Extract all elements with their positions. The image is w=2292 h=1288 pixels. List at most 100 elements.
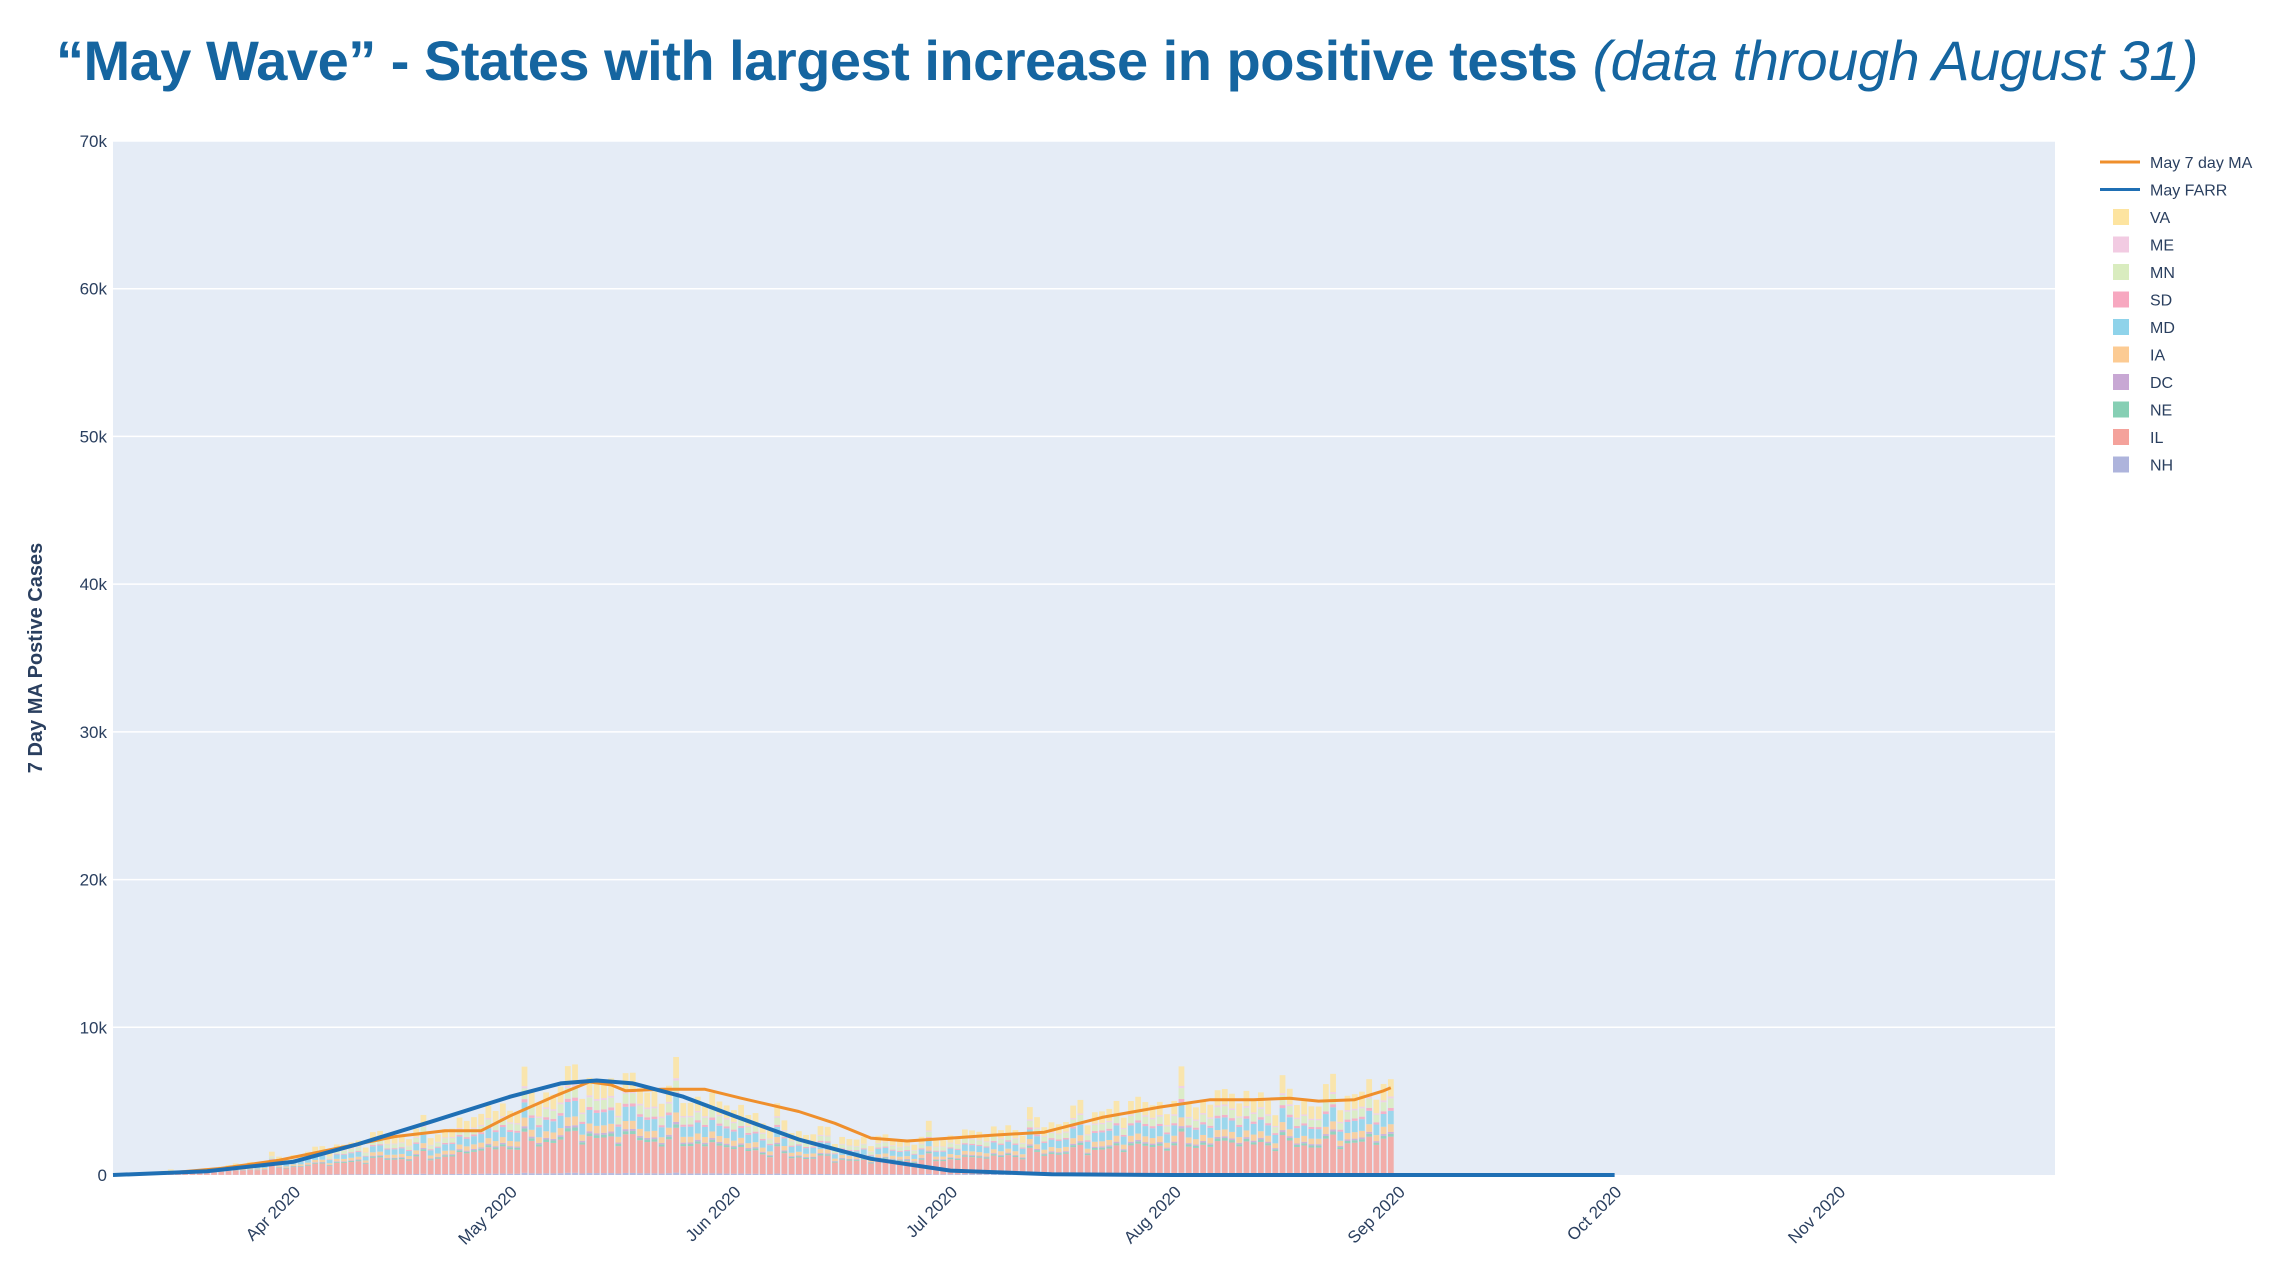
bar-dc: [723, 1143, 730, 1146]
bar-sd: [1221, 1114, 1228, 1118]
bar-va: [601, 1081, 607, 1099]
bar-va: [1344, 1095, 1351, 1111]
bar-md: [572, 1100, 578, 1117]
bar-il: [1019, 1159, 1026, 1175]
bar-il: [1106, 1148, 1113, 1174]
bar-sd: [925, 1137, 932, 1139]
bar-ia: [1359, 1130, 1365, 1138]
bar-ne: [572, 1127, 578, 1131]
bar-il: [492, 1149, 499, 1174]
legend-item[interactable]: ME: [2113, 236, 2174, 255]
bar-ia: [1164, 1142, 1170, 1148]
bar-ne: [759, 1152, 766, 1155]
bar-me: [427, 1144, 434, 1146]
bar-ne: [1380, 1135, 1387, 1139]
bar-md: [709, 1119, 716, 1132]
bar-dc: [1055, 1152, 1062, 1154]
bar-nh: [341, 1174, 347, 1175]
bar-il: [1113, 1145, 1120, 1174]
bar-ia: [478, 1142, 485, 1148]
bar-il: [449, 1156, 456, 1175]
legend[interactable]: May 7 day MA May FARR VA ME MN SD MD IA DC NE IL NH: [2100, 155, 2253, 475]
bar-sd: [377, 1144, 384, 1146]
bar-dc: [492, 1146, 499, 1148]
bar-ne: [1366, 1133, 1373, 1137]
legend-item[interactable]: MN: [2113, 264, 2175, 282]
bar-ne: [1207, 1144, 1214, 1147]
bar-nh: [564, 1172, 571, 1175]
bar-mn: [961, 1138, 968, 1144]
bar-sd: [1026, 1127, 1033, 1130]
bar-il: [889, 1160, 896, 1175]
bar-ia: [1380, 1126, 1387, 1135]
legend-item[interactable]: VA: [2113, 209, 2170, 227]
bar-va: [427, 1138, 434, 1145]
bar-ia: [1337, 1140, 1344, 1146]
bar-md: [1229, 1120, 1235, 1132]
bar-ia: [276, 1165, 282, 1167]
bar-mn: [384, 1144, 391, 1149]
bar-ia: [572, 1116, 578, 1126]
bar-mn: [839, 1144, 846, 1149]
bar-mn: [1128, 1115, 1134, 1124]
legend-item[interactable]: NE: [2113, 401, 2172, 420]
bar-dc: [499, 1142, 506, 1145]
bar-md: [1200, 1124, 1207, 1135]
bar-ne: [925, 1151, 932, 1154]
bar-mn: [615, 1117, 622, 1125]
bar-md: [904, 1151, 911, 1157]
bar-me: [1099, 1122, 1105, 1125]
bar-dc: [651, 1137, 658, 1140]
bar-ia: [521, 1117, 528, 1127]
bar-md: [536, 1127, 542, 1138]
bar-md: [1265, 1125, 1271, 1136]
bar-mn: [1344, 1111, 1351, 1120]
bar-ia: [326, 1163, 333, 1165]
bar-ia: [990, 1149, 997, 1154]
legend-item[interactable]: May FARR: [2100, 183, 2227, 200]
bar-mn: [579, 1114, 586, 1122]
bar-me: [1351, 1108, 1358, 1111]
bar-md: [1091, 1132, 1098, 1142]
legend-item[interactable]: MD: [2113, 319, 2175, 337]
bar-ne: [579, 1142, 586, 1145]
bar-il: [1200, 1144, 1207, 1174]
bar-me: [391, 1143, 398, 1145]
bar-dc: [875, 1157, 882, 1159]
bar-va: [1214, 1090, 1221, 1106]
bar-nh: [406, 1174, 412, 1175]
bar-dc: [1106, 1145, 1113, 1147]
bar-me: [1344, 1110, 1351, 1112]
bar-il: [586, 1136, 593, 1174]
bar-sd: [1294, 1126, 1300, 1129]
bar-sd: [1257, 1117, 1264, 1120]
bar-dc: [485, 1143, 492, 1146]
legend-item[interactable]: IL: [2113, 429, 2163, 447]
bar-mn: [543, 1108, 550, 1118]
bar-il: [593, 1137, 600, 1174]
bar-sd: [370, 1145, 376, 1147]
bar-md: [1308, 1129, 1315, 1139]
bar-dc: [969, 1154, 975, 1156]
bar-dc: [1120, 1149, 1127, 1151]
bar-md: [1315, 1129, 1322, 1139]
legend-swatch: [2113, 456, 2129, 473]
legend-item[interactable]: SD: [2113, 291, 2172, 310]
bar-sd: [550, 1118, 557, 1122]
bar-mn: [824, 1136, 831, 1142]
bar-sd: [817, 1140, 824, 1143]
bar-va: [586, 1077, 593, 1096]
legend-item[interactable]: May 7 day MA: [2100, 155, 2253, 172]
bar-mn: [1366, 1098, 1373, 1108]
bar-mn: [832, 1150, 838, 1154]
bar-md: [601, 1112, 607, 1126]
legend-item[interactable]: NH: [2113, 456, 2173, 475]
legend-item[interactable]: DC: [2113, 374, 2173, 392]
bar-me: [434, 1141, 441, 1143]
bar-sd: [1149, 1126, 1156, 1129]
bar-sd: [471, 1134, 477, 1137]
bar-ia: [1200, 1134, 1207, 1142]
bar-mn: [377, 1139, 384, 1145]
legend-item[interactable]: IA: [2113, 346, 2165, 365]
bar-il: [290, 1167, 297, 1175]
